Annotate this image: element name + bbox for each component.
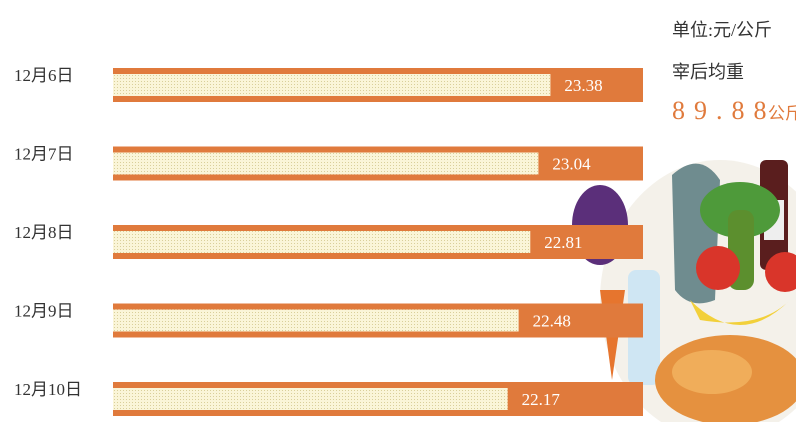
weight-value: 89.88 [672, 96, 776, 125]
value-label: 23.04 [552, 154, 591, 173]
value-label: 22.81 [544, 233, 582, 252]
weight-label: 宰后均重 [672, 62, 744, 82]
weight-unit: 公斤 [768, 104, 796, 123]
page: 12月6日 23.38 12月7日 23.04 12月8日 22.81 12月9日 22.48… [0, 0, 796, 422]
value-label: 22.17 [522, 390, 561, 409]
chart: 12月6日 23.38 12月7日 23.04 12月8日 22.81 12月9日 22.48… [0, 0, 796, 422]
category-label: 12月8日 [14, 223, 74, 242]
unit-note: 单位:元/公斤 [672, 20, 772, 40]
bar [113, 388, 508, 410]
value-label: 23.38 [564, 76, 602, 95]
bar [113, 153, 538, 175]
value-label: 22.48 [533, 311, 571, 330]
category-label: 12月7日 [14, 144, 74, 163]
category-label: 12月9日 [14, 301, 74, 320]
bar [113, 231, 530, 253]
category-label: 12月6日 [14, 66, 74, 85]
bar [113, 74, 550, 96]
bar [113, 310, 519, 332]
category-label: 12月10日 [14, 380, 82, 399]
